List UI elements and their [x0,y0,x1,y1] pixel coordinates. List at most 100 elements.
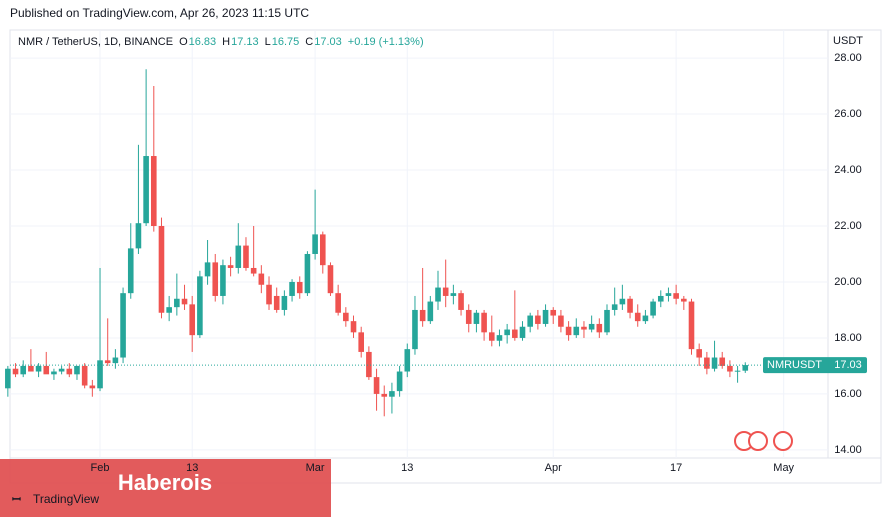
candle-body [197,276,203,336]
candle-body [512,329,518,338]
candle-body [5,368,11,389]
candle-body [488,332,495,341]
candle-body [473,312,480,324]
candle-body [427,301,434,322]
candle-body [527,315,533,327]
candle-body [435,287,441,302]
x-tick-label: 17 [670,462,682,474]
symbol: NMR / TetherUS, 1D, BINANCE [18,36,173,48]
logo-icon: ꟷ [12,494,21,506]
candle-body [28,365,34,372]
y-tick-label: 26.00 [834,108,862,120]
candle-body [742,365,749,371]
candle-body [243,245,249,268]
candle-body [681,298,687,302]
change: +0.19 (+1.13%) [348,36,424,48]
candle-body [465,309,472,324]
candle-body [542,309,549,324]
candle-body [373,377,380,394]
candle-body [650,301,656,316]
candle-body [273,295,280,310]
candle-body [181,298,188,305]
candle-body [711,357,718,369]
ohlc-value: 17.13 [231,36,259,48]
ohlc-key: L [265,36,271,48]
candle-body [174,298,180,308]
watermark-brand: Haberois [118,470,212,495]
candle-body [220,265,226,296]
candle-body [504,329,510,336]
candle-body [719,357,726,366]
candles [5,69,749,417]
published-note: Published on TradingView.com, Apr 26, 20… [10,6,309,20]
ohlc-value: 16.75 [272,36,300,48]
candle-body [127,248,134,294]
x-tick-label: 13 [401,462,413,474]
ohlc-key: C [305,36,313,48]
candle-body [734,370,741,372]
y-tick-label: 20.00 [834,276,862,288]
last-price-label: 17.03 [834,359,862,371]
last-price-box [763,357,867,374]
y-tick-label: 16.00 [834,388,862,400]
candle-body [296,281,303,294]
candle-body [20,365,27,375]
candle-body [135,223,142,249]
candle-body [704,357,710,369]
y-tick-label: 14.00 [834,444,862,456]
candle-body [327,265,334,294]
logo-text: TradingView [33,492,99,506]
candle-body [66,368,73,375]
candle-body [381,393,388,397]
x-tick-label: 13 [186,462,198,474]
ticker-label: NMRUSDT [767,359,822,371]
candle-body [458,293,464,310]
candle-body [581,326,587,330]
currency: USDT [833,35,863,47]
event-flag [748,431,768,451]
candle-body [43,365,50,375]
candle-body [120,293,126,358]
candle-body [634,312,641,322]
candle-body [558,315,564,327]
candle-body [496,335,503,341]
candle-body [673,293,679,299]
candle-body [657,295,664,302]
candle-body [366,351,372,378]
event-flag [773,431,793,451]
candle-body [266,284,272,305]
x-tick-label: May [773,462,794,474]
flags [734,431,793,451]
candle-body [189,304,196,336]
candle-body [319,234,326,266]
y-tick-label: 22.00 [834,220,862,232]
candle-body [112,357,119,364]
ohlc-value: 16.83 [189,36,217,48]
candle-body [727,365,733,372]
candle-body [481,312,487,333]
x-tick-label: Feb [91,462,110,474]
ohlc-value: 17.03 [314,36,342,48]
candle-body [696,349,702,358]
candle-body [688,301,695,350]
candle-body [604,309,610,333]
candle-body [419,309,426,322]
candle-body [519,326,526,338]
candle-body [166,307,172,313]
y-tick-label: 28.00 [834,52,862,64]
candle-body [619,298,626,305]
candle-body [227,265,234,268]
candle-body [58,368,65,372]
candle-body [81,365,88,386]
candle-body [404,349,411,372]
candle-body [335,293,341,313]
watermark-box [0,459,331,517]
candle-body [97,360,103,389]
candle-body [442,287,449,296]
candle-body [596,323,603,333]
candle-body [74,365,80,375]
candle-body [665,293,672,296]
candle-body [35,365,42,372]
candle-body [281,295,288,310]
